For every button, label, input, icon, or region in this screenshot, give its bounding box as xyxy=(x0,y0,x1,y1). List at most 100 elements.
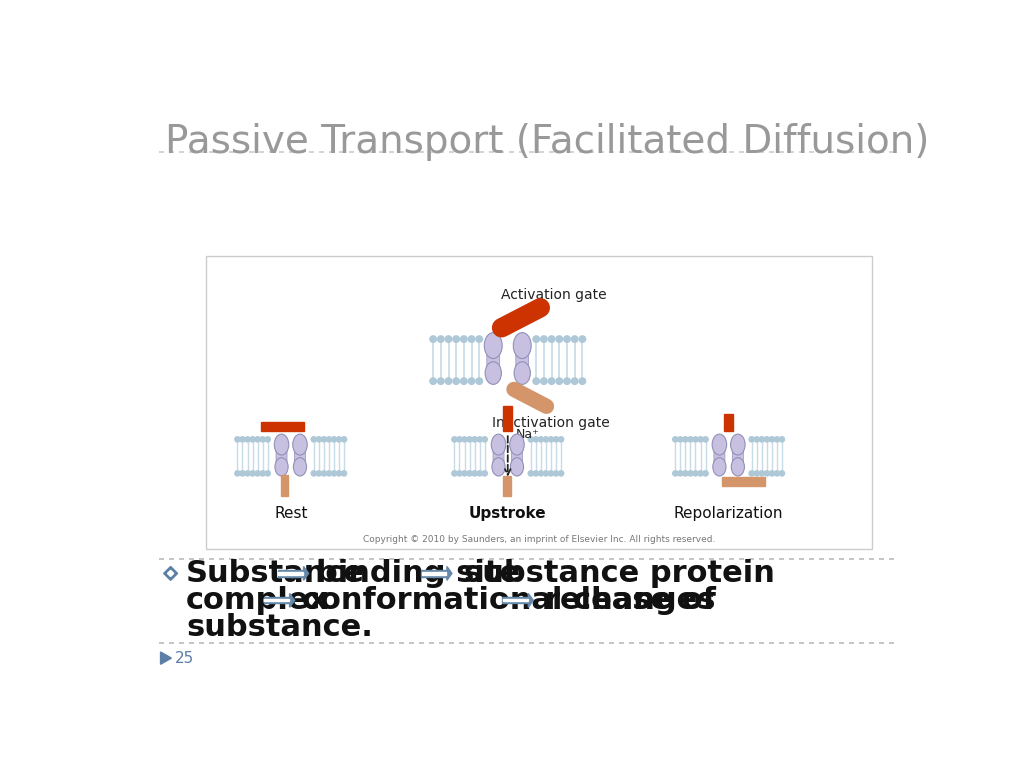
Circle shape xyxy=(240,437,245,442)
Polygon shape xyxy=(303,567,308,581)
Circle shape xyxy=(534,437,539,442)
Bar xyxy=(282,475,289,496)
Circle shape xyxy=(779,437,784,442)
Circle shape xyxy=(571,336,578,343)
Circle shape xyxy=(327,437,332,442)
Circle shape xyxy=(311,437,316,442)
Circle shape xyxy=(759,471,764,476)
Text: Substance: Substance xyxy=(186,559,366,588)
FancyBboxPatch shape xyxy=(206,257,872,549)
Circle shape xyxy=(532,378,540,384)
Circle shape xyxy=(336,471,342,476)
Polygon shape xyxy=(161,652,171,664)
Circle shape xyxy=(467,471,472,476)
FancyBboxPatch shape xyxy=(295,449,305,463)
Circle shape xyxy=(698,471,703,476)
Polygon shape xyxy=(446,567,452,581)
Ellipse shape xyxy=(492,434,506,455)
Text: complex: complex xyxy=(186,586,330,615)
Polygon shape xyxy=(290,594,295,607)
Circle shape xyxy=(445,336,452,343)
Circle shape xyxy=(673,471,678,476)
Ellipse shape xyxy=(513,333,531,359)
Circle shape xyxy=(260,471,265,476)
Text: substance.: substance. xyxy=(186,613,373,642)
Circle shape xyxy=(255,437,260,442)
FancyBboxPatch shape xyxy=(503,599,527,601)
Circle shape xyxy=(462,471,467,476)
Ellipse shape xyxy=(294,458,306,476)
Circle shape xyxy=(260,437,265,442)
FancyBboxPatch shape xyxy=(511,449,522,463)
Text: Copyright © 2010 by Saunders, an imprint of Elsevier Inc. All rights reserved.: Copyright © 2010 by Saunders, an imprint… xyxy=(362,535,715,545)
Circle shape xyxy=(769,471,774,476)
Circle shape xyxy=(532,336,540,343)
Circle shape xyxy=(430,378,436,384)
Circle shape xyxy=(316,437,322,442)
Circle shape xyxy=(316,471,322,476)
Circle shape xyxy=(558,437,563,442)
Circle shape xyxy=(250,437,255,442)
Circle shape xyxy=(452,471,457,476)
Circle shape xyxy=(528,437,534,442)
FancyBboxPatch shape xyxy=(264,599,289,601)
Circle shape xyxy=(461,378,467,384)
Ellipse shape xyxy=(730,434,745,455)
Circle shape xyxy=(462,437,467,442)
Circle shape xyxy=(558,471,563,476)
Circle shape xyxy=(234,471,240,476)
Circle shape xyxy=(332,437,337,442)
FancyBboxPatch shape xyxy=(276,449,287,463)
Circle shape xyxy=(453,336,460,343)
Circle shape xyxy=(336,437,342,442)
Circle shape xyxy=(541,336,547,343)
Circle shape xyxy=(553,437,559,442)
Circle shape xyxy=(437,378,444,384)
Text: release of: release of xyxy=(545,586,716,615)
Text: Passive Transport (Facilitated Diffusion): Passive Transport (Facilitated Diffusion… xyxy=(165,123,930,161)
Circle shape xyxy=(472,471,477,476)
Circle shape xyxy=(327,471,332,476)
Circle shape xyxy=(556,378,562,384)
Circle shape xyxy=(437,336,444,343)
Circle shape xyxy=(250,471,255,476)
Bar xyxy=(503,406,512,431)
Circle shape xyxy=(549,336,555,343)
Circle shape xyxy=(774,437,779,442)
Circle shape xyxy=(673,437,678,442)
Circle shape xyxy=(698,437,703,442)
Circle shape xyxy=(311,471,316,476)
Text: 25: 25 xyxy=(174,650,194,666)
Text: Na⁺: Na⁺ xyxy=(515,429,540,442)
Circle shape xyxy=(467,437,472,442)
Circle shape xyxy=(477,471,482,476)
Circle shape xyxy=(472,437,477,442)
Ellipse shape xyxy=(731,458,744,476)
FancyBboxPatch shape xyxy=(421,571,446,577)
Circle shape xyxy=(322,437,327,442)
Circle shape xyxy=(556,336,562,343)
FancyBboxPatch shape xyxy=(732,449,743,463)
Circle shape xyxy=(265,471,270,476)
Ellipse shape xyxy=(485,362,502,384)
Polygon shape xyxy=(528,594,534,607)
Ellipse shape xyxy=(274,458,288,476)
Circle shape xyxy=(683,437,688,442)
Circle shape xyxy=(564,378,570,384)
Circle shape xyxy=(539,471,544,476)
Circle shape xyxy=(482,471,487,476)
Bar xyxy=(722,477,765,485)
FancyBboxPatch shape xyxy=(278,571,303,577)
Text: Inactivation gate: Inactivation gate xyxy=(492,415,609,429)
Circle shape xyxy=(452,437,457,442)
Circle shape xyxy=(769,437,774,442)
Circle shape xyxy=(544,471,549,476)
Circle shape xyxy=(693,471,698,476)
Circle shape xyxy=(476,378,482,384)
Circle shape xyxy=(332,471,337,476)
Circle shape xyxy=(457,471,462,476)
Circle shape xyxy=(553,471,559,476)
Circle shape xyxy=(548,471,554,476)
Circle shape xyxy=(430,336,436,343)
Circle shape xyxy=(457,437,462,442)
